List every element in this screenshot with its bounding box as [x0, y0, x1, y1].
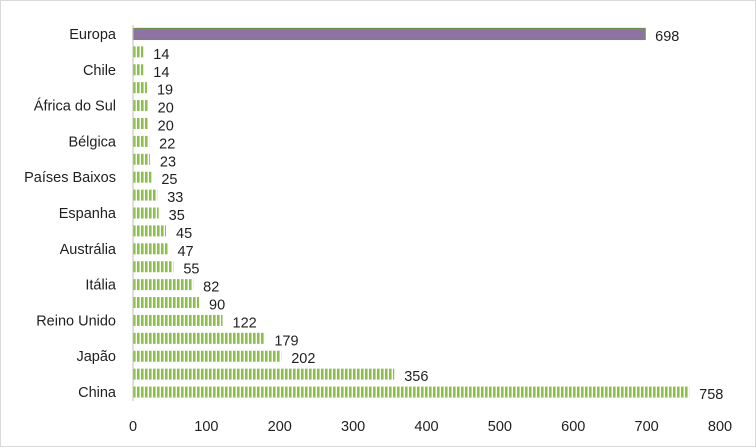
category-label: Japão — [76, 349, 116, 365]
data-label: 202 — [291, 351, 315, 367]
data-label: 82 — [203, 280, 219, 296]
bar — [133, 332, 265, 344]
data-label: 20 — [158, 118, 174, 134]
x-tick-label: 400 — [414, 419, 438, 435]
data-label: 20 — [158, 101, 174, 117]
data-label: 35 — [169, 208, 185, 224]
data-label: 758 — [699, 387, 723, 403]
category-label: África do Sul — [34, 98, 116, 115]
bar — [133, 100, 148, 112]
bar — [133, 46, 144, 58]
bar — [133, 171, 152, 183]
data-label: 179 — [274, 333, 298, 349]
x-tick-label: 200 — [268, 419, 292, 435]
bar — [133, 189, 158, 201]
bar — [133, 207, 159, 219]
bar — [133, 135, 150, 147]
data-label: 19 — [157, 83, 173, 99]
data-label: 33 — [167, 190, 183, 206]
category-label: Europa — [69, 27, 117, 43]
bar — [133, 279, 194, 291]
x-tick-label: 0 — [129, 419, 137, 435]
data-label: 122 — [233, 315, 257, 331]
bar — [133, 368, 395, 380]
bar-europa — [132, 27, 646, 41]
category-label: Bélgica — [68, 134, 116, 150]
bar — [133, 243, 168, 255]
bar — [133, 64, 144, 76]
data-label: 25 — [161, 172, 177, 188]
category-label: Itália — [85, 278, 117, 294]
data-label: 90 — [209, 298, 225, 314]
data-label: 55 — [183, 262, 199, 278]
bar — [133, 261, 174, 273]
bar — [133, 350, 282, 362]
category-label: China — [78, 385, 117, 401]
data-label: 14 — [153, 47, 169, 63]
data-label: 22 — [159, 136, 175, 152]
data-label: 356 — [404, 369, 428, 385]
x-tick-label: 500 — [488, 419, 512, 435]
category-label: Espanha — [59, 206, 117, 222]
data-label: 698 — [655, 29, 679, 45]
category-label: Chile — [83, 63, 116, 79]
bar — [133, 225, 167, 237]
bar — [133, 153, 150, 165]
x-tick-label: 100 — [194, 419, 218, 435]
bar — [133, 117, 148, 129]
axes-group: 0 100 200 300 400 500 600 700 800 — [129, 25, 732, 435]
x-tick-label: 800 — [708, 419, 732, 435]
bar — [133, 297, 200, 309]
x-tick-label: 300 — [341, 419, 365, 435]
data-label: 47 — [177, 244, 193, 260]
bar — [133, 314, 223, 326]
x-tick-label: 700 — [635, 419, 659, 435]
bars-group — [132, 27, 690, 398]
category-label: Austrália — [60, 242, 117, 258]
bar — [133, 386, 690, 398]
data-label: 23 — [160, 154, 176, 170]
labels-group: 698 Europa 14 14 Chile 19 20 África do Sul 20 22 B… — [24, 27, 723, 403]
category-label: Países Baixos — [24, 170, 116, 186]
category-label: Reino Unido — [36, 313, 116, 329]
data-label: 45 — [176, 226, 192, 242]
x-tick-label: 600 — [561, 419, 585, 435]
bar — [133, 82, 147, 94]
data-label: 14 — [153, 65, 169, 81]
